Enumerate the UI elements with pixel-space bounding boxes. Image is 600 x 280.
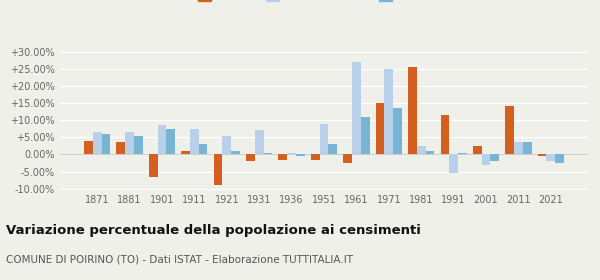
Bar — [328, 144, 337, 155]
Bar — [93, 132, 101, 155]
Bar — [287, 153, 296, 155]
Bar — [158, 125, 166, 155]
Bar — [263, 153, 272, 155]
Bar — [190, 129, 199, 155]
Bar — [199, 144, 208, 155]
Legend: Poirino, Provincia di TO, Piemonte: Poirino, Provincia di TO, Piemonte — [196, 0, 452, 4]
Bar — [149, 155, 158, 177]
Bar — [352, 62, 361, 155]
Bar — [311, 155, 320, 160]
Bar — [555, 155, 564, 163]
Bar — [296, 155, 305, 156]
Bar — [449, 155, 458, 173]
Bar — [538, 155, 547, 156]
Bar — [361, 117, 370, 155]
Bar — [134, 136, 143, 155]
Bar — [473, 146, 482, 155]
Bar — [255, 130, 263, 155]
Bar — [514, 143, 523, 155]
Bar — [101, 134, 110, 155]
Bar — [278, 155, 287, 160]
Bar — [343, 155, 352, 163]
Bar — [181, 151, 190, 155]
Bar — [246, 155, 255, 161]
Bar — [223, 136, 231, 155]
Text: COMUNE DI POIRINO (TO) - Dati ISTAT - Elaborazione TUTTITALIA.IT: COMUNE DI POIRINO (TO) - Dati ISTAT - El… — [6, 255, 353, 265]
Bar — [214, 155, 223, 185]
Bar — [125, 132, 134, 155]
Bar — [523, 143, 532, 155]
Bar — [320, 123, 328, 155]
Bar — [231, 151, 240, 155]
Bar — [505, 106, 514, 155]
Bar — [547, 155, 555, 161]
Text: Variazione percentuale della popolazione ai censimenti: Variazione percentuale della popolazione… — [6, 224, 421, 237]
Bar — [425, 151, 434, 155]
Bar — [490, 155, 499, 161]
Bar — [116, 143, 125, 155]
Bar — [440, 115, 449, 155]
Bar — [408, 67, 417, 155]
Bar — [417, 146, 425, 155]
Bar — [166, 129, 175, 155]
Bar — [376, 103, 385, 155]
Bar — [393, 108, 402, 155]
Bar — [458, 153, 467, 155]
Bar — [482, 155, 490, 165]
Bar — [385, 69, 393, 155]
Bar — [84, 141, 93, 155]
